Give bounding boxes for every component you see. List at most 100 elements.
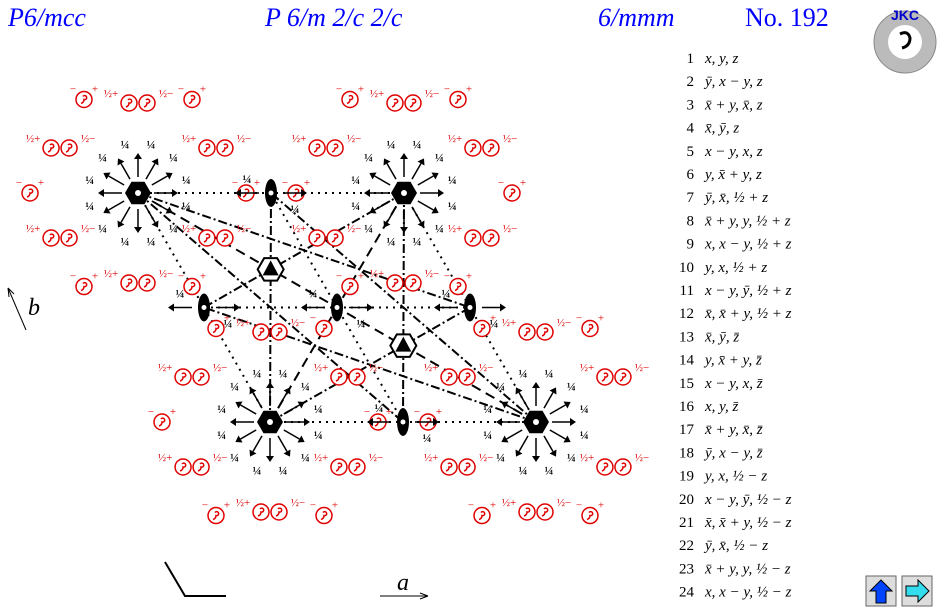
arrow-shaft: [108, 175, 125, 186]
arrow-head: [249, 449, 257, 457]
sign-label: ½−: [503, 223, 517, 235]
next-button[interactable]: [901, 575, 933, 607]
position-number: 16: [679, 399, 695, 415]
height-label: ¼: [98, 221, 107, 235]
arrow-head: [431, 206, 439, 214]
sign-part: −: [468, 500, 474, 512]
arrow-head: [172, 189, 178, 197]
axis-dot: [135, 190, 141, 196]
arrow-shaft: [240, 429, 257, 440]
axis-dot: [533, 419, 539, 425]
height-label: ¼: [314, 402, 323, 416]
sign-part: ½: [81, 223, 89, 235]
sign-part: +: [244, 317, 250, 329]
position-number: 17: [679, 422, 695, 438]
sign-part: +: [598, 500, 604, 512]
position-coordinates: x − y, ȳ, ½ − z: [704, 492, 792, 508]
up-arrow-icon[interactable]: [868, 579, 894, 604]
sign-label: ½+: [292, 223, 306, 235]
position-coordinates: x̄ + y, y, ½ − z: [704, 561, 791, 577]
height-label: ¼: [314, 428, 323, 442]
sign-label: +: [386, 406, 392, 418]
sign-label: ½−: [81, 223, 95, 235]
height-label: ¼: [435, 151, 444, 165]
arrow-shaft: [120, 206, 131, 223]
sign-part: ½: [557, 497, 565, 509]
enantiomorph-mark: [541, 327, 549, 337]
arrow-head: [134, 227, 142, 233]
arrow-shaft: [506, 429, 523, 440]
sign-part: ½: [292, 223, 300, 235]
sign-part: −: [433, 88, 439, 100]
axis-dot: [268, 190, 274, 196]
sign-label: ½+: [182, 133, 196, 145]
sign-part: +: [432, 452, 438, 464]
sign-label: ½−: [479, 452, 493, 464]
sign-part: ½: [347, 133, 355, 145]
sign-part: ½: [158, 362, 166, 374]
sign-part: ½: [424, 362, 432, 374]
sign-label: −: [148, 406, 154, 418]
sign-part: ½: [448, 133, 456, 145]
arrow-head: [400, 227, 408, 233]
sign-label: −: [336, 83, 342, 95]
sign-label: ½+: [314, 452, 328, 464]
enantiomorph-mark: [586, 510, 594, 521]
sign-part: ½: [502, 317, 510, 329]
up-button[interactable]: [865, 575, 897, 607]
sign-label: ½+: [104, 88, 118, 100]
arrow-shaft: [543, 435, 554, 452]
sign-label: +: [332, 500, 338, 512]
sign-label: −: [336, 271, 342, 283]
sign-label: +: [490, 312, 496, 324]
arrow-head: [438, 189, 444, 197]
enantiomorph-mark: [445, 372, 453, 382]
sign-label: −: [576, 312, 582, 324]
position-number: 19: [679, 469, 694, 485]
arrow-head: [431, 172, 439, 180]
enantiomorph-mark: [179, 462, 187, 472]
arrow-head: [515, 387, 523, 395]
sign-part: ½: [236, 317, 244, 329]
arrow-head: [283, 449, 291, 457]
height-label: ¼: [387, 234, 396, 248]
arrow-head: [563, 435, 571, 443]
logo: JKC: [873, 7, 937, 74]
arrow-shaft: [277, 435, 288, 452]
height-label: ¼: [435, 221, 444, 235]
position-list: 1 x, y, z 2 ȳ, x − y, z 3 x̄ + y, x̄, z 4 x̄, …: [679, 51, 792, 601]
sign-part: −: [89, 133, 95, 145]
arrow-head: [266, 456, 274, 462]
sign-part: +: [456, 223, 462, 235]
short-symbol: P6/mcc: [7, 3, 86, 32]
sign-part: ½: [237, 223, 245, 235]
position-coordinates: x̄, x̄ + y, ½ + z: [704, 306, 792, 322]
sign-label: ½+: [580, 452, 594, 464]
enantiomorph-mark: [275, 327, 283, 337]
axis-a-label: a: [397, 570, 409, 596]
sign-label: −: [310, 500, 316, 512]
right-arrow-icon[interactable]: [905, 578, 930, 604]
position-number: 22: [679, 538, 694, 554]
arrow-head: [117, 220, 125, 228]
enantiomorph-mark: [601, 372, 609, 382]
sign-part: ½: [104, 88, 112, 100]
enantiomorph-mark: [619, 462, 627, 472]
arrow-head: [235, 189, 241, 197]
enantiomorph-mark: [257, 507, 265, 517]
axis-dot: [467, 305, 473, 310]
height-label: ¼: [442, 287, 451, 301]
arrow-head: [496, 418, 502, 426]
arrow-shaft: [549, 429, 566, 440]
arrow-shaft: [151, 175, 168, 186]
axis-dot: [400, 419, 406, 425]
sign-part: −: [245, 133, 251, 145]
sign-label: −: [444, 83, 450, 95]
sign-label: ½−: [347, 133, 361, 145]
enantiomorph-mark: [65, 233, 73, 243]
enantiomorph-mark: [80, 281, 88, 292]
position-coordinates: x, x − y, ½ + z: [704, 237, 792, 253]
sign-label: ½−: [369, 452, 383, 464]
arrow-head: [515, 449, 523, 457]
